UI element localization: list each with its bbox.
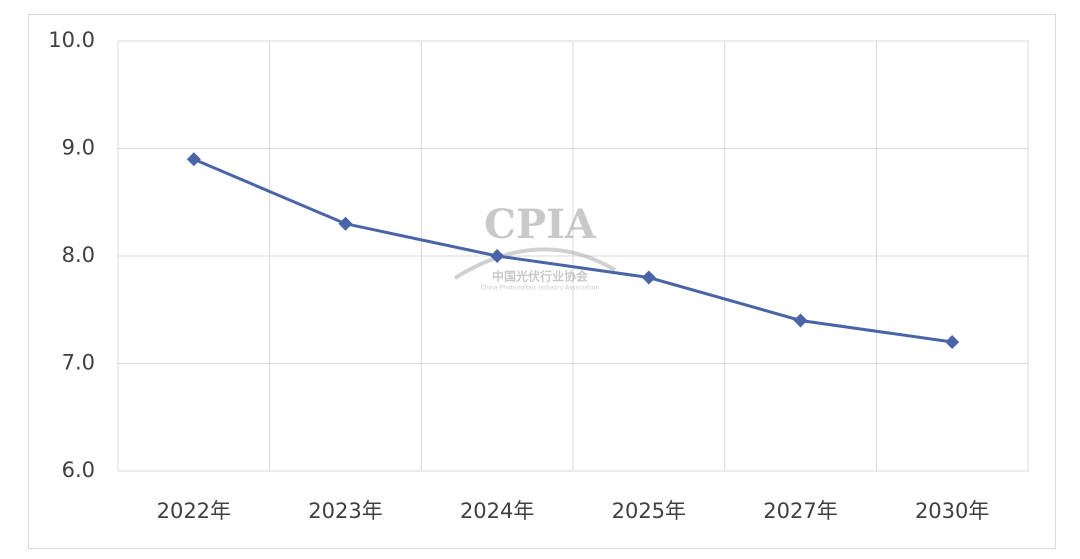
point-marker [641,270,656,285]
y-tick-label: 10.0 [48,28,95,52]
y-tick-label: 7.0 [62,351,95,375]
x-tick-label: 2023年 [308,499,382,523]
point-marker [490,249,505,263]
watermark-name: 中国光伏行业协会 [492,269,589,284]
y-tick-label: 8.0 [62,243,95,267]
y-tick-label: 9.0 [62,136,95,160]
point-marker [186,152,201,167]
x-tick-label: 2027年 [763,499,837,523]
series-line [193,157,953,344]
point-marker [945,335,960,349]
point-marker [793,313,808,328]
watermark-swoosh [453,247,617,280]
y-tick-label: 6.0 [62,458,95,482]
watermark-name-en: China Photovoltaic Industry Association [481,285,600,292]
x-tick-label: 2025年 [612,499,686,523]
chart-border [28,14,1056,549]
point-marker [338,216,353,231]
x-tick-label: 2024年 [460,499,534,523]
x-tick-label: 2022年 [157,499,231,523]
watermark: CPIA 中国光伏行业协会 China Photovoltaic Industr… [453,201,617,292]
watermark-logo: CPIA [484,201,597,248]
x-tick-label: 2030年 [915,499,989,523]
